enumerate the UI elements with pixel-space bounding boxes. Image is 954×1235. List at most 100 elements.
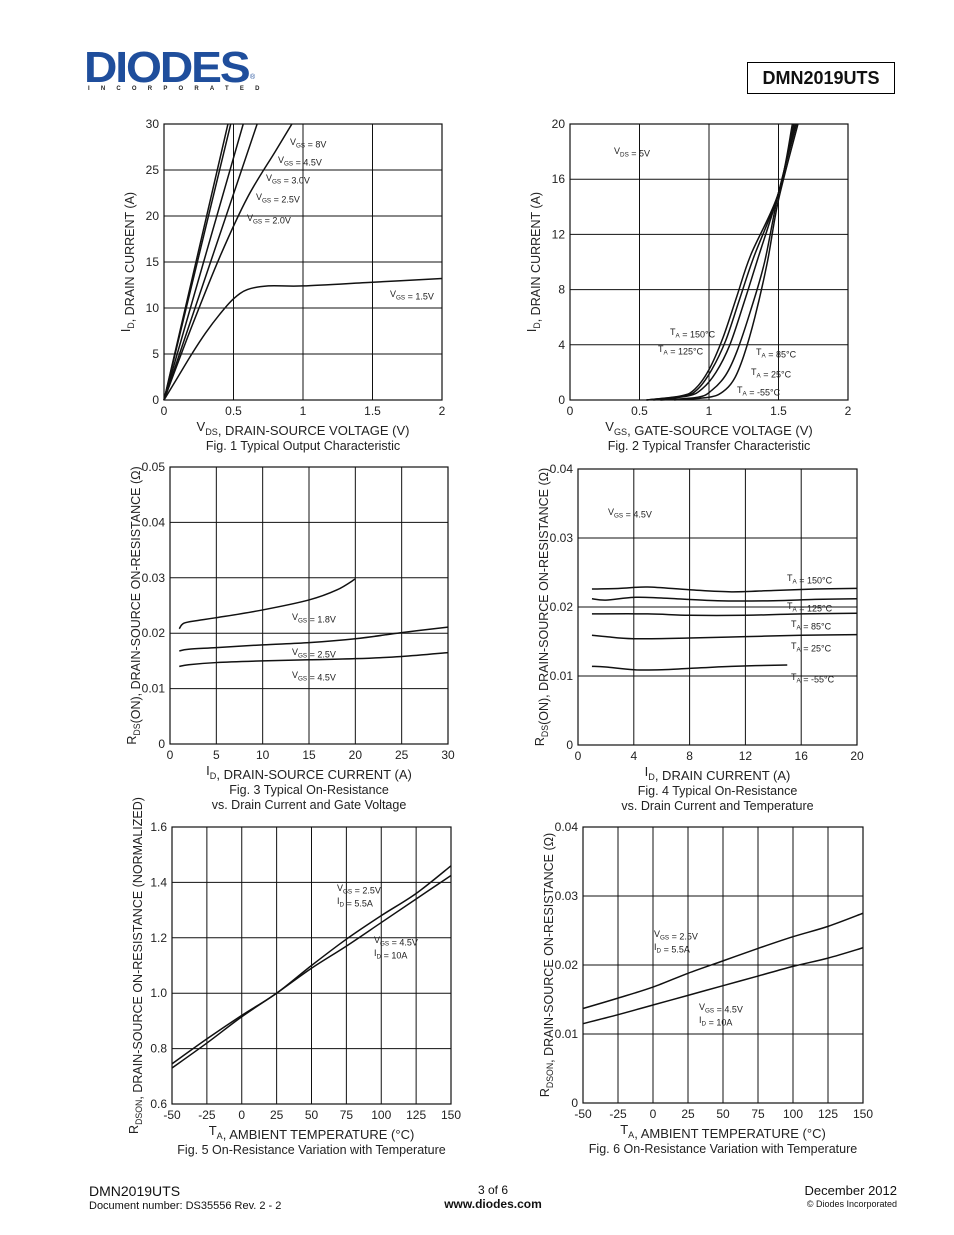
series-line: [178, 578, 356, 630]
series-line: [674, 123, 799, 401]
series-label: TA = 125°C: [658, 344, 704, 357]
y-tick-label: 5: [152, 347, 159, 361]
series-label: VGS = 2.0V: [247, 213, 291, 226]
series-label: VGS = 2.5V: [337, 883, 381, 896]
series-line: [179, 651, 449, 668]
x-axis-label: ID, DRAIN-SOURCE CURRENT (A): [206, 763, 412, 782]
fig1-grid: [163, 123, 443, 401]
series-line: [582, 912, 864, 1010]
x-tick-label: 125: [406, 1108, 426, 1122]
series-label: VGS = 4.5V: [374, 935, 418, 948]
y-tick-label: 16: [552, 172, 566, 186]
x-tick-label: 50: [305, 1108, 319, 1122]
y-tick-label: 30: [146, 117, 160, 131]
x-tick-label: 0.5: [631, 404, 648, 418]
x-tick-label: 75: [751, 1107, 765, 1121]
footer-page-number: 3 of 6: [477, 1183, 509, 1197]
x-tick-label: 0.5: [225, 404, 242, 418]
figure-caption: Fig. 4 Typical On-Resistance: [638, 784, 798, 798]
figure-caption: vs. Drain Current and Temperature: [621, 799, 813, 813]
x-tick-label: 20: [850, 749, 864, 763]
series-label: TA = -55°C: [791, 672, 835, 685]
fig2-grid: [569, 123, 849, 401]
x-tick-label: 0: [161, 404, 168, 418]
x-tick-label: 5: [213, 748, 220, 762]
x-tick-label: 25: [681, 1107, 695, 1121]
series-label: VGS = 2.5V: [292, 647, 336, 660]
y-tick-label: 8: [558, 283, 565, 297]
series-line: [591, 586, 858, 593]
fig3-grid: [169, 466, 449, 745]
series-label: VGS = 4.5V: [699, 1002, 743, 1015]
x-tick-label: 100: [371, 1108, 391, 1122]
x-tick-label: 0: [575, 749, 582, 763]
y-tick-label: 0.02: [550, 600, 574, 614]
y-axis-label: RDSON, DRAIN-SOURCE ON-RESISTANCE (Ω): [538, 833, 556, 1097]
diodes-logo: DIODES ® INCORPORATED: [84, 43, 259, 96]
series-label: VGS = 4.5V: [278, 155, 322, 168]
series-line: [660, 123, 798, 401]
series-label: TA = 150°C: [670, 327, 716, 340]
footer-document-number: Document number: DS35556 Rev. 2 - 2: [89, 1200, 282, 1212]
y-tick-label: 0: [152, 393, 159, 407]
series-line: [171, 865, 452, 1065]
series-label: TA = -55°C: [737, 385, 781, 398]
footer-website-link[interactable]: www.diodes.com: [444, 1197, 542, 1211]
series-label: ID = 5.5A: [654, 942, 690, 955]
x-tick-label: 1.5: [770, 404, 787, 418]
y-tick-label: 0: [571, 1096, 578, 1110]
series-label: ID = 10A: [699, 1015, 732, 1028]
series-label: VGS = 2.5V: [654, 929, 698, 942]
x-tick-label: -50: [163, 1108, 181, 1122]
footer-copyright: © Diodes Incorporated: [806, 1199, 897, 1209]
y-tick-label: 0: [158, 737, 165, 751]
y-tick-label: 20: [552, 117, 566, 131]
x-tick-label: 75: [340, 1108, 354, 1122]
y-tick-label: 0.04: [142, 515, 166, 529]
x-tick-label: 15: [302, 748, 316, 762]
y-tick-label: 12: [552, 227, 566, 241]
footer-date: December 2012: [804, 1183, 898, 1198]
figure-caption: Fig. 1 Typical Output Characteristic: [206, 439, 400, 453]
series-label: TA = 150°C: [787, 573, 833, 586]
y-tick-label: 1.4: [150, 875, 167, 889]
series-label: VGS = 2.5V: [256, 192, 300, 205]
series-line: [163, 123, 258, 401]
x-tick-label: 0: [650, 1107, 657, 1121]
series-label: TA = 25°C: [751, 367, 792, 380]
x-axis-label: TA, AMBIENT TEMPERATURE (°C): [620, 1122, 826, 1141]
y-tick-label: 0.01: [142, 682, 166, 696]
series-label: VGS = 8V: [290, 137, 326, 150]
series-line: [591, 612, 858, 617]
series-line: [582, 947, 864, 1025]
logo-wordmark: DIODES: [84, 43, 251, 92]
x-tick-label: -25: [609, 1107, 627, 1121]
fig4-grid: [577, 468, 858, 746]
footer-part-number: DMN2019UTS: [89, 1183, 181, 1199]
x-axis-label: TA, AMBIENT TEMPERATURE (°C): [209, 1123, 415, 1142]
series-line: [163, 123, 244, 401]
series-line: [653, 123, 796, 401]
y-tick-label: 0.05: [142, 460, 166, 474]
y-tick-label: 0.04: [550, 462, 574, 476]
x-tick-label: 0: [567, 404, 574, 418]
y-tick-label: 10: [146, 301, 160, 315]
y-tick-label: 0.6: [150, 1097, 167, 1111]
x-tick-label: 1: [300, 404, 307, 418]
y-axis-label: ID, DRAIN CURRENT (A): [525, 192, 543, 332]
y-axis-label: RDS(ON), DRAIN-SOURCE ON-RESISTANCE (Ω): [533, 468, 551, 746]
x-tick-label: 2: [845, 404, 852, 418]
x-tick-label: 125: [818, 1107, 838, 1121]
x-axis-label: ID, DRAIN CURRENT (A): [645, 764, 791, 783]
y-tick-label: 0.04: [555, 820, 579, 834]
series-label: ID = 5.5A: [337, 896, 373, 909]
x-axis-label: VGS, GATE-SOURCE VOLTAGE (V): [605, 419, 812, 438]
series-label: VGS = 1.8V: [292, 612, 336, 625]
x-tick-label: 50: [716, 1107, 730, 1121]
y-tick-label: 1.0: [150, 986, 167, 1000]
